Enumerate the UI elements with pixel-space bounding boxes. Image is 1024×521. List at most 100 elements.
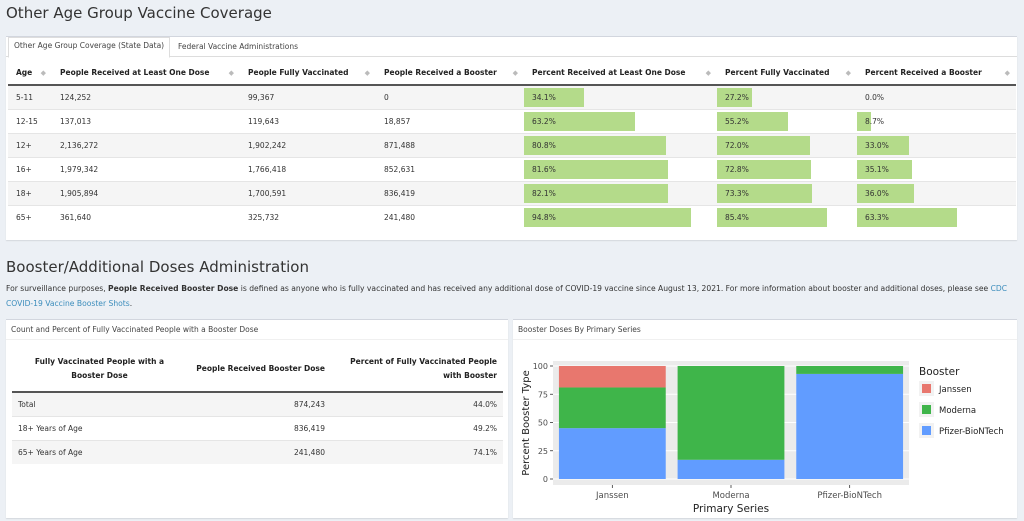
x-axis-label: Primary Series: [693, 503, 769, 515]
pct-booster-cell: 33.0%: [857, 132, 1016, 157]
table-row: 12-15 137,013 119,643 18,857 63.2% 55.2% 8.7%: [8, 108, 1016, 133]
percent-label: 0.0%: [865, 92, 885, 102]
booster-cell: 0: [376, 84, 524, 109]
percent-label: 73.3%: [725, 188, 749, 198]
col-header-age[interactable]: Age ◆: [8, 61, 52, 86]
one-dose-cell: 137,013: [52, 108, 240, 133]
col-header-pct-fully[interactable]: Percent Fully Vaccinated ◆: [717, 61, 857, 86]
bar-moderna-pfizer-biontech: [796, 366, 904, 374]
col-header-pct-booster[interactable]: Percent Received a Booster ◆: [857, 61, 1016, 86]
table-row: 18+ 1,905,894 1,700,591 836,419 82.1% 73.3% 36…: [8, 180, 1016, 205]
card-title-booster-count: Count and Percent of Fully Vaccinated Pe…: [6, 320, 508, 340]
table-row: 65+ 361,640 325,732 241,480 94.8% 85.4% 63.3%: [8, 204, 1016, 229]
one-dose-cell: 124,252: [52, 84, 240, 109]
one-dose-cell: 2,136,272: [52, 132, 240, 157]
booster-cell: 836,419: [376, 180, 524, 205]
legend-swatch: [922, 426, 931, 435]
age-cell: 65+: [8, 204, 52, 229]
group-cell: 18+ Years of Age: [12, 415, 187, 440]
legend-label: Janssen: [938, 385, 972, 395]
bar-pfizer-biontech-pfizer-biontech: [796, 373, 904, 479]
pct-one-dose-cell: 34.1%: [524, 84, 717, 109]
percent-label: 80.8%: [532, 140, 556, 150]
percent-cell: 44.0%: [331, 391, 503, 416]
legend-swatch: [922, 405, 931, 414]
pct-fully-cell: 55.2%: [717, 108, 857, 133]
pct-fully-cell: 73.3%: [717, 180, 857, 205]
y-tick-label: 100: [533, 362, 548, 371]
one-dose-cell: 1,979,342: [52, 156, 240, 181]
age-coverage-card: Other Age Group Coverage (State Data) Fe…: [6, 36, 1017, 240]
booster-cell: 871,488: [376, 132, 524, 157]
percent-bar: [524, 207, 691, 227]
col-header-booster[interactable]: People Received a Booster ◆: [376, 61, 524, 86]
legend-label: Pfizer-BioNTech: [939, 427, 1004, 437]
pct-booster-cell: 8.7%: [857, 108, 1016, 133]
percent-bar: [524, 159, 668, 179]
x-tick-label: Pfizer-BioNTech: [817, 491, 882, 501]
percent-bar: [857, 111, 871, 131]
booster-definition-text: For surveillance purposes, People Receiv…: [6, 284, 1008, 308]
percent-cell: 49.2%: [331, 415, 503, 440]
percent-bar: [524, 88, 585, 107]
table-row: 18+ Years of Age 836,419 49.2%: [12, 415, 503, 440]
percent-label: 81.6%: [532, 164, 556, 174]
card-title-booster-chart: Booster Doses By Primary Series: [513, 320, 1017, 340]
percent-bar: [524, 135, 667, 155]
group-cell: Total: [12, 391, 187, 416]
percent-bar: [524, 111, 636, 131]
age-coverage-table: Age ◆ People Received at Least One Dose ◆ …: [8, 61, 1016, 229]
received-cell: 836,419: [187, 415, 331, 440]
one-dose-cell: 1,905,894: [52, 180, 240, 205]
fully-vaccinated-cell: 1,700,591: [240, 180, 376, 205]
tab-state-data[interactable]: Other Age Group Coverage (State Data): [8, 37, 171, 58]
pct-booster-cell: 63.3%: [857, 204, 1016, 229]
percent-label: 63.3%: [865, 212, 889, 222]
legend-label: Moderna: [939, 406, 976, 416]
col-header-pct-one-dose[interactable]: Percent Received at Least One Dose ◆: [524, 61, 717, 86]
booster-cell: 18,857: [376, 108, 524, 133]
y-tick-label: 50: [538, 419, 548, 428]
percent-bar: [857, 135, 910, 155]
pct-fully-cell: 72.8%: [717, 156, 857, 181]
percent-cell: 74.1%: [331, 439, 503, 464]
percent-bar: [857, 183, 914, 203]
col-header-group[interactable]: Fully Vaccinated People with a Booster D…: [12, 346, 187, 393]
pct-one-dose-cell: 63.2%: [524, 108, 717, 133]
table-row: 16+ 1,979,342 1,766,418 852,631 81.6% 72.8% 35…: [8, 156, 1016, 181]
y-tick-label: 25: [538, 447, 548, 456]
pct-one-dose-cell: 82.1%: [524, 180, 717, 205]
booster-cell: 852,631: [376, 156, 524, 181]
percent-label: 34.1%: [532, 92, 556, 102]
col-header-percent[interactable]: Percent of Fully Vaccinated People with …: [331, 346, 503, 393]
booster-stacked-bar-chart: 0 25 50 75 100 Janssen Moderna Pfizer-BioNTech P…: [521, 361, 1004, 515]
cdc-booster-link[interactable]: CDC COVID-19 Vaccine Booster Shots: [6, 284, 1008, 308]
y-axis-label: Percent Booster Type: [521, 370, 532, 475]
table-row: Total 874,243 44.0%: [12, 391, 503, 416]
col-header-fully-vaccinated[interactable]: People Fully Vaccinated ◆: [240, 61, 376, 86]
age-cell: 18+: [8, 180, 52, 205]
pct-booster-cell: 0.0%: [857, 84, 1016, 109]
legend-swatch: [922, 384, 931, 393]
percent-bar: [524, 183, 669, 203]
bar-moderna-janssen: [558, 387, 666, 429]
pct-booster-cell: 36.0%: [857, 180, 1016, 205]
percent-label: 27.2%: [725, 92, 749, 102]
percent-bar: [857, 159, 913, 179]
booster-count-table: Fully Vaccinated People with a Booster D…: [12, 346, 503, 464]
received-cell: 874,243: [187, 391, 331, 416]
table-header-row: Fully Vaccinated People with a Booster D…: [12, 346, 503, 393]
percent-bar: [717, 183, 812, 203]
section-title-age-coverage: Other Age Group Vaccine Coverage: [6, 4, 272, 22]
x-tick-label: Moderna: [712, 491, 749, 501]
bar-pfizer-biontech-moderna: [677, 459, 785, 479]
tab-federal-administrations[interactable]: Federal Vaccine Administrations: [178, 42, 299, 51]
col-header-received[interactable]: People Received Booster Dose: [187, 346, 331, 393]
col-header-one-dose[interactable]: People Received at Least One Dose ◆: [52, 61, 240, 86]
table-row: 12+ 2,136,272 1,902,242 871,488 80.8% 72.0% 33…: [8, 132, 1016, 157]
age-cell: 12-15: [8, 108, 52, 133]
legend-title: Booster: [919, 366, 960, 378]
percent-label: 94.8%: [532, 212, 556, 222]
pct-booster-cell: 35.1%: [857, 156, 1016, 181]
